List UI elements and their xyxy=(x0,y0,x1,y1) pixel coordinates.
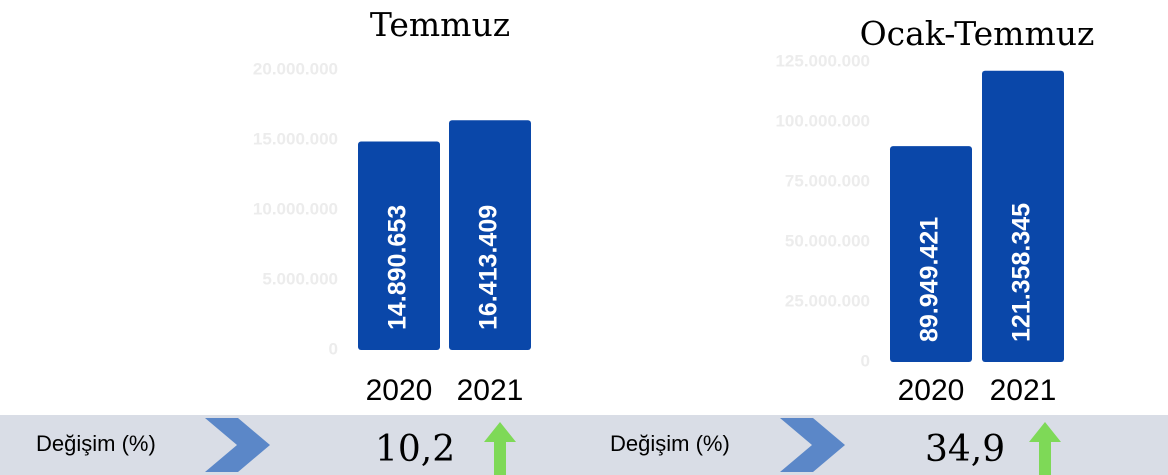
x-tick-label: 2020 xyxy=(898,374,965,407)
chart-title: Temmuz xyxy=(370,5,510,44)
y-tick-label: 75.000.000 xyxy=(785,171,870,190)
y-tick-label: 5.000.000 xyxy=(262,269,338,288)
bar xyxy=(449,120,531,350)
value-label: 14.890.653 xyxy=(384,205,412,330)
value-label: 16.413.409 xyxy=(475,205,503,330)
bar xyxy=(358,141,440,350)
y-tick-label: 0 xyxy=(861,351,870,370)
x-tick-label: 2021 xyxy=(457,374,524,407)
y-tick-label: 50.000.000 xyxy=(785,231,870,250)
change-strip xyxy=(0,415,1168,475)
up-arrow xyxy=(1029,422,1061,475)
y-tick-label: 20.000.000 xyxy=(253,59,338,78)
chevron xyxy=(780,418,845,472)
y-tick-label: 125.000.000 xyxy=(775,51,870,70)
y-tick-label: 0 xyxy=(329,339,338,358)
chart-title: Ocak-Temmuz xyxy=(860,14,1095,53)
bar xyxy=(982,70,1064,362)
y-tick-label: 25.000.000 xyxy=(785,291,870,310)
value-label: 89.949.421 xyxy=(916,217,944,342)
y-tick-label: 10.000.000 xyxy=(253,199,338,218)
change-label: Değişim (%) xyxy=(610,431,730,456)
chevron xyxy=(205,418,270,472)
value-label: 121.358.345 xyxy=(1008,203,1036,342)
change-label: Değişim (%) xyxy=(36,431,156,456)
y-tick-label: 100.000.000 xyxy=(775,111,870,130)
change-value: 34,9 xyxy=(925,429,1005,470)
change-value: 10,2 xyxy=(375,429,455,470)
y-tick-label: 15.000.000 xyxy=(253,129,338,148)
x-tick-label: 2020 xyxy=(366,374,433,407)
bar xyxy=(890,146,972,362)
x-tick-label: 2021 xyxy=(990,374,1057,407)
up-arrow xyxy=(484,422,516,475)
